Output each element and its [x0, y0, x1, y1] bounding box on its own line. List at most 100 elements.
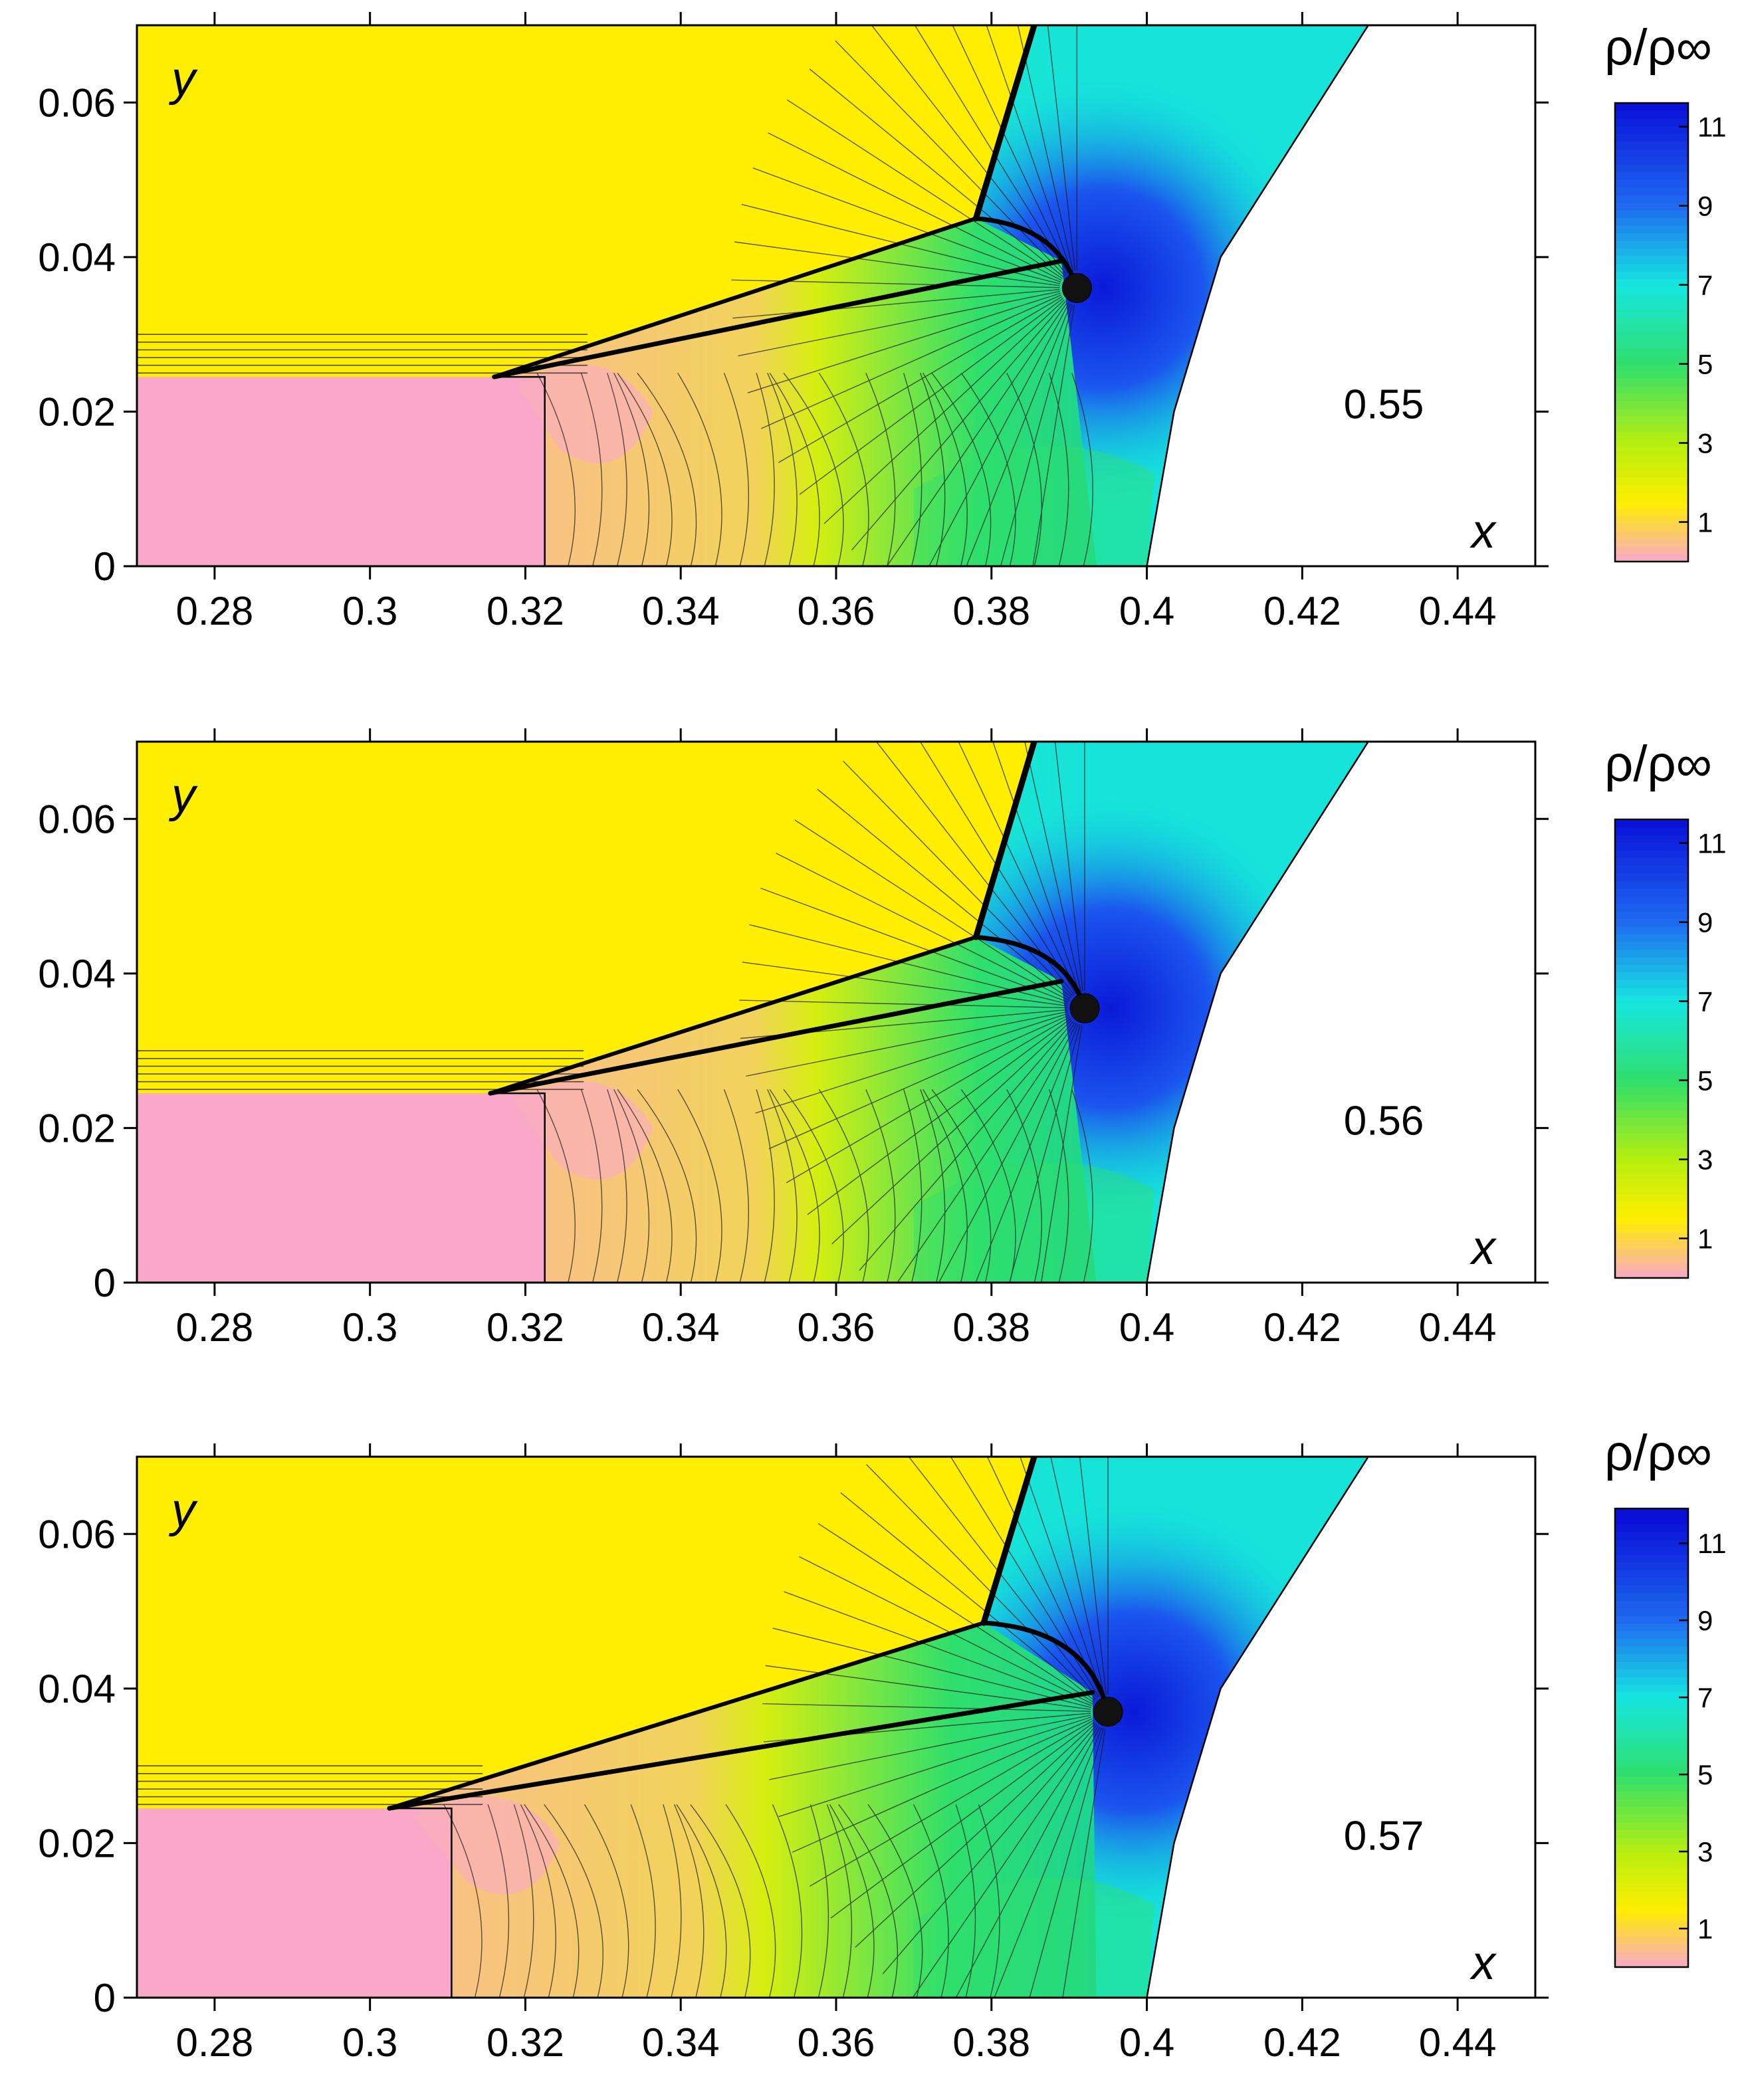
colorbar-tick-label: 1 [1697, 1913, 1713, 1944]
y-tick-label: 0 [94, 1976, 116, 2020]
contour-line [746, 1011, 1068, 1077]
contour-line [851, 300, 1066, 551]
contour-line [1047, 25, 1076, 271]
contour-line [536, 1089, 576, 1283]
colorbar-band [1615, 378, 1688, 387]
colorbar-frame [1614, 818, 1689, 1279]
vortex-bubble [412, 1796, 561, 1895]
y-axis-label: y [168, 1484, 198, 1537]
contour-line [938, 1023, 1077, 1283]
contour-line [762, 1703, 1091, 1712]
contour-line [768, 132, 1062, 281]
mach-stem-lower [488, 978, 1064, 1096]
x-tick-label: 0.28 [175, 2020, 253, 2065]
colorbar-band [1615, 309, 1688, 318]
mach-stem-lower [387, 1690, 1095, 1811]
contour-line [920, 1089, 946, 1283]
x-axis-label: x [1469, 1937, 1497, 1990]
colorbar-band [1615, 1684, 1688, 1693]
time-label: 0.56 [1344, 1098, 1424, 1144]
x-tick-label: 0.34 [642, 589, 720, 633]
x-tick-label: 0.44 [1419, 589, 1497, 633]
contour-line [952, 25, 1070, 273]
colorbar-band [1615, 1516, 1688, 1524]
colorbar-band [1615, 1546, 1688, 1555]
contour-line [544, 1804, 603, 1998]
contour-line [1040, 1025, 1083, 1283]
colorbar-band [1615, 1738, 1688, 1746]
colorbar-band [1615, 1524, 1688, 1532]
colorbar-title: ρ/ρ∞ [1604, 1425, 1712, 1481]
colorbar-tick-label: 7 [1697, 986, 1713, 1017]
colorbar-band [1615, 1852, 1688, 1861]
contour-line [580, 1089, 603, 1283]
panel-2: 0.28 0.3 0.32 0.34 0.36 0.38 0.4 0.42 0.44 0 0.02 0… [38, 728, 1727, 1350]
contour-line [992, 742, 1080, 992]
contour-line [776, 853, 1070, 1001]
contour-line [1020, 1457, 1103, 1696]
vortex-bubble [517, 364, 654, 463]
colorbar-band [1615, 819, 1688, 828]
colorbar-band [1615, 455, 1688, 463]
mach-stem-upper [387, 1621, 986, 1811]
contour-line [580, 373, 603, 566]
colorbar-band [1615, 156, 1688, 165]
colorbar-tick-label: 1 [1697, 1223, 1713, 1255]
colorbar-band [1615, 1577, 1688, 1586]
contour-line [831, 1019, 1073, 1245]
y-tick-label: 0.04 [38, 235, 116, 280]
colorbar-band [1615, 1531, 1688, 1540]
colorbar-band [1615, 1140, 1688, 1149]
colorbar-band [1615, 1860, 1688, 1869]
contour-line [986, 1457, 1101, 1697]
contour-line [838, 1804, 899, 1998]
colorbar-band [1615, 881, 1688, 889]
colorbar-band [1615, 1745, 1688, 1754]
colorbar-tick-label: 9 [1697, 1605, 1713, 1636]
contour-line [756, 1089, 775, 1283]
contour-line [663, 1804, 682, 1998]
colorbar-band [1615, 942, 1688, 950]
contour-line [1006, 372, 1043, 566]
colorbar-band [1615, 1255, 1688, 1263]
colorbar-band [1615, 835, 1688, 843]
contour-line [732, 288, 1060, 319]
colorbar-band [1615, 850, 1688, 859]
colorbar-band [1615, 492, 1688, 501]
colorbar-band [1615, 1585, 1688, 1594]
contour-line [1050, 1457, 1105, 1695]
incident-shock [972, 742, 1037, 940]
contour-line [865, 373, 896, 566]
colorbar-band [1615, 1830, 1688, 1838]
colorbar-band [1615, 1239, 1688, 1248]
colorbar-band [1615, 1592, 1688, 1601]
y-tick-label: 0.06 [38, 1512, 116, 1556]
contour-line [913, 1725, 1099, 1998]
contour-line [818, 372, 869, 566]
colorbar-band [1615, 401, 1688, 409]
colorbar-band [1615, 439, 1688, 448]
contour-line [767, 1089, 798, 1283]
contour-line [1017, 25, 1074, 272]
colorbar-band [1615, 1608, 1688, 1616]
colorbar-band [1615, 1087, 1688, 1095]
colorbar-band [1615, 1064, 1688, 1073]
colorbar-band [1615, 1202, 1688, 1210]
x-tick-label: 0.42 [1263, 1305, 1341, 1350]
colorbar-band [1615, 348, 1688, 356]
y-tick-label: 0.02 [38, 1106, 116, 1150]
body-region [1146, 742, 1535, 1283]
colorbar-band [1615, 393, 1688, 402]
contour-line [1029, 1728, 1104, 1998]
colorbar-band [1615, 1509, 1688, 1517]
colorbar-band [1615, 424, 1688, 433]
contour-line [520, 1804, 556, 1998]
colorbar-band [1615, 370, 1688, 379]
colorbar-band [1615, 1163, 1688, 1172]
colorbar-band [1615, 1247, 1688, 1256]
colorbar-band [1615, 1653, 1688, 1662]
colorbar-band [1615, 1952, 1688, 1960]
contour-line [1079, 1457, 1107, 1695]
contour-line [747, 292, 1061, 393]
colorbar-band [1615, 118, 1688, 127]
